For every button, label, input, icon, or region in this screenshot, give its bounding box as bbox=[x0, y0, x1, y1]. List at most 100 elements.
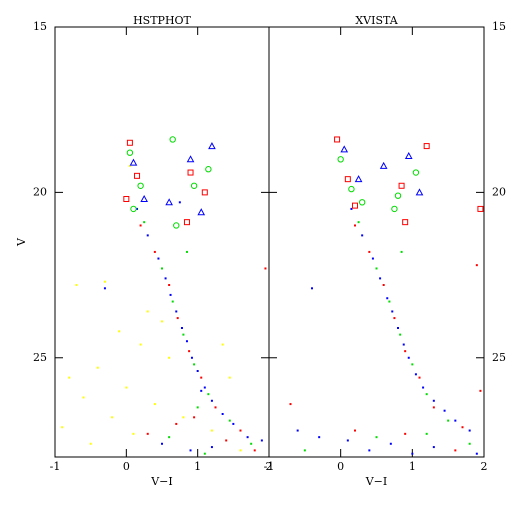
point bbox=[246, 436, 249, 439]
point bbox=[137, 182, 144, 189]
point bbox=[371, 257, 374, 260]
x-tick-label: 0 bbox=[337, 460, 344, 473]
point bbox=[196, 370, 199, 372]
point bbox=[334, 136, 341, 143]
point bbox=[264, 267, 267, 270]
point bbox=[432, 446, 435, 449]
point bbox=[186, 155, 195, 163]
point bbox=[358, 199, 366, 206]
point bbox=[168, 284, 171, 286]
point bbox=[346, 439, 349, 442]
point bbox=[153, 403, 156, 406]
point bbox=[103, 280, 106, 283]
point bbox=[157, 257, 160, 260]
point bbox=[171, 300, 174, 303]
point bbox=[200, 376, 203, 379]
point bbox=[399, 333, 402, 336]
point bbox=[418, 376, 421, 379]
point bbox=[208, 142, 216, 150]
point bbox=[146, 310, 149, 313]
point bbox=[190, 356, 193, 359]
point bbox=[391, 310, 394, 313]
point bbox=[228, 376, 231, 379]
point bbox=[232, 422, 235, 425]
point bbox=[354, 429, 356, 432]
point bbox=[311, 287, 313, 290]
point bbox=[169, 136, 176, 143]
point bbox=[382, 284, 385, 286]
point bbox=[182, 416, 185, 419]
point bbox=[397, 327, 399, 329]
point bbox=[203, 386, 206, 389]
point bbox=[388, 300, 391, 303]
point bbox=[318, 436, 321, 439]
point bbox=[140, 194, 149, 202]
point bbox=[477, 205, 484, 212]
point bbox=[253, 449, 256, 452]
y-tick-label: 15 bbox=[492, 20, 506, 33]
point bbox=[197, 208, 206, 216]
point bbox=[185, 250, 188, 253]
point bbox=[348, 185, 355, 193]
point bbox=[183, 219, 190, 226]
point bbox=[82, 396, 85, 399]
point bbox=[161, 442, 163, 445]
point bbox=[129, 158, 138, 166]
point bbox=[190, 182, 198, 189]
point bbox=[375, 436, 378, 439]
point bbox=[164, 277, 167, 280]
point bbox=[260, 439, 263, 442]
point bbox=[454, 419, 457, 422]
point bbox=[180, 327, 183, 329]
point bbox=[475, 264, 478, 267]
point bbox=[123, 196, 130, 202]
point bbox=[221, 413, 224, 415]
point bbox=[75, 284, 78, 286]
y-tick-label: 20 bbox=[33, 185, 47, 198]
y-tick-label: 25 bbox=[492, 351, 506, 364]
point bbox=[165, 198, 173, 206]
point bbox=[205, 166, 212, 173]
point bbox=[193, 416, 196, 419]
point bbox=[361, 234, 364, 237]
point bbox=[386, 297, 389, 300]
point bbox=[189, 449, 192, 452]
panel-frame bbox=[268, 26, 485, 458]
point bbox=[425, 393, 428, 396]
point bbox=[126, 139, 133, 146]
panel-title: HSTPHOT bbox=[133, 14, 191, 27]
point bbox=[407, 356, 410, 359]
panel-title: XVISTA bbox=[355, 14, 398, 27]
point bbox=[201, 189, 208, 196]
point bbox=[210, 429, 213, 432]
point bbox=[289, 403, 292, 406]
point bbox=[161, 320, 163, 323]
point bbox=[443, 409, 446, 412]
point bbox=[96, 366, 99, 369]
point bbox=[168, 356, 171, 359]
point bbox=[411, 363, 414, 366]
point bbox=[136, 207, 139, 210]
point bbox=[139, 224, 142, 227]
x-tick-label: -1 bbox=[50, 460, 61, 473]
point bbox=[196, 406, 199, 409]
point bbox=[132, 432, 135, 435]
point bbox=[389, 442, 392, 445]
point bbox=[146, 234, 149, 237]
point bbox=[350, 207, 353, 210]
point bbox=[357, 221, 360, 224]
point bbox=[475, 452, 478, 455]
point bbox=[225, 439, 228, 442]
x-axis-label: V−I bbox=[150, 475, 173, 488]
point bbox=[303, 449, 306, 452]
point bbox=[228, 419, 231, 422]
point bbox=[337, 156, 344, 163]
point bbox=[126, 149, 134, 156]
point bbox=[411, 452, 414, 455]
point bbox=[394, 192, 402, 199]
point bbox=[111, 416, 114, 419]
point bbox=[454, 449, 457, 452]
point bbox=[250, 442, 253, 445]
point bbox=[404, 151, 413, 159]
